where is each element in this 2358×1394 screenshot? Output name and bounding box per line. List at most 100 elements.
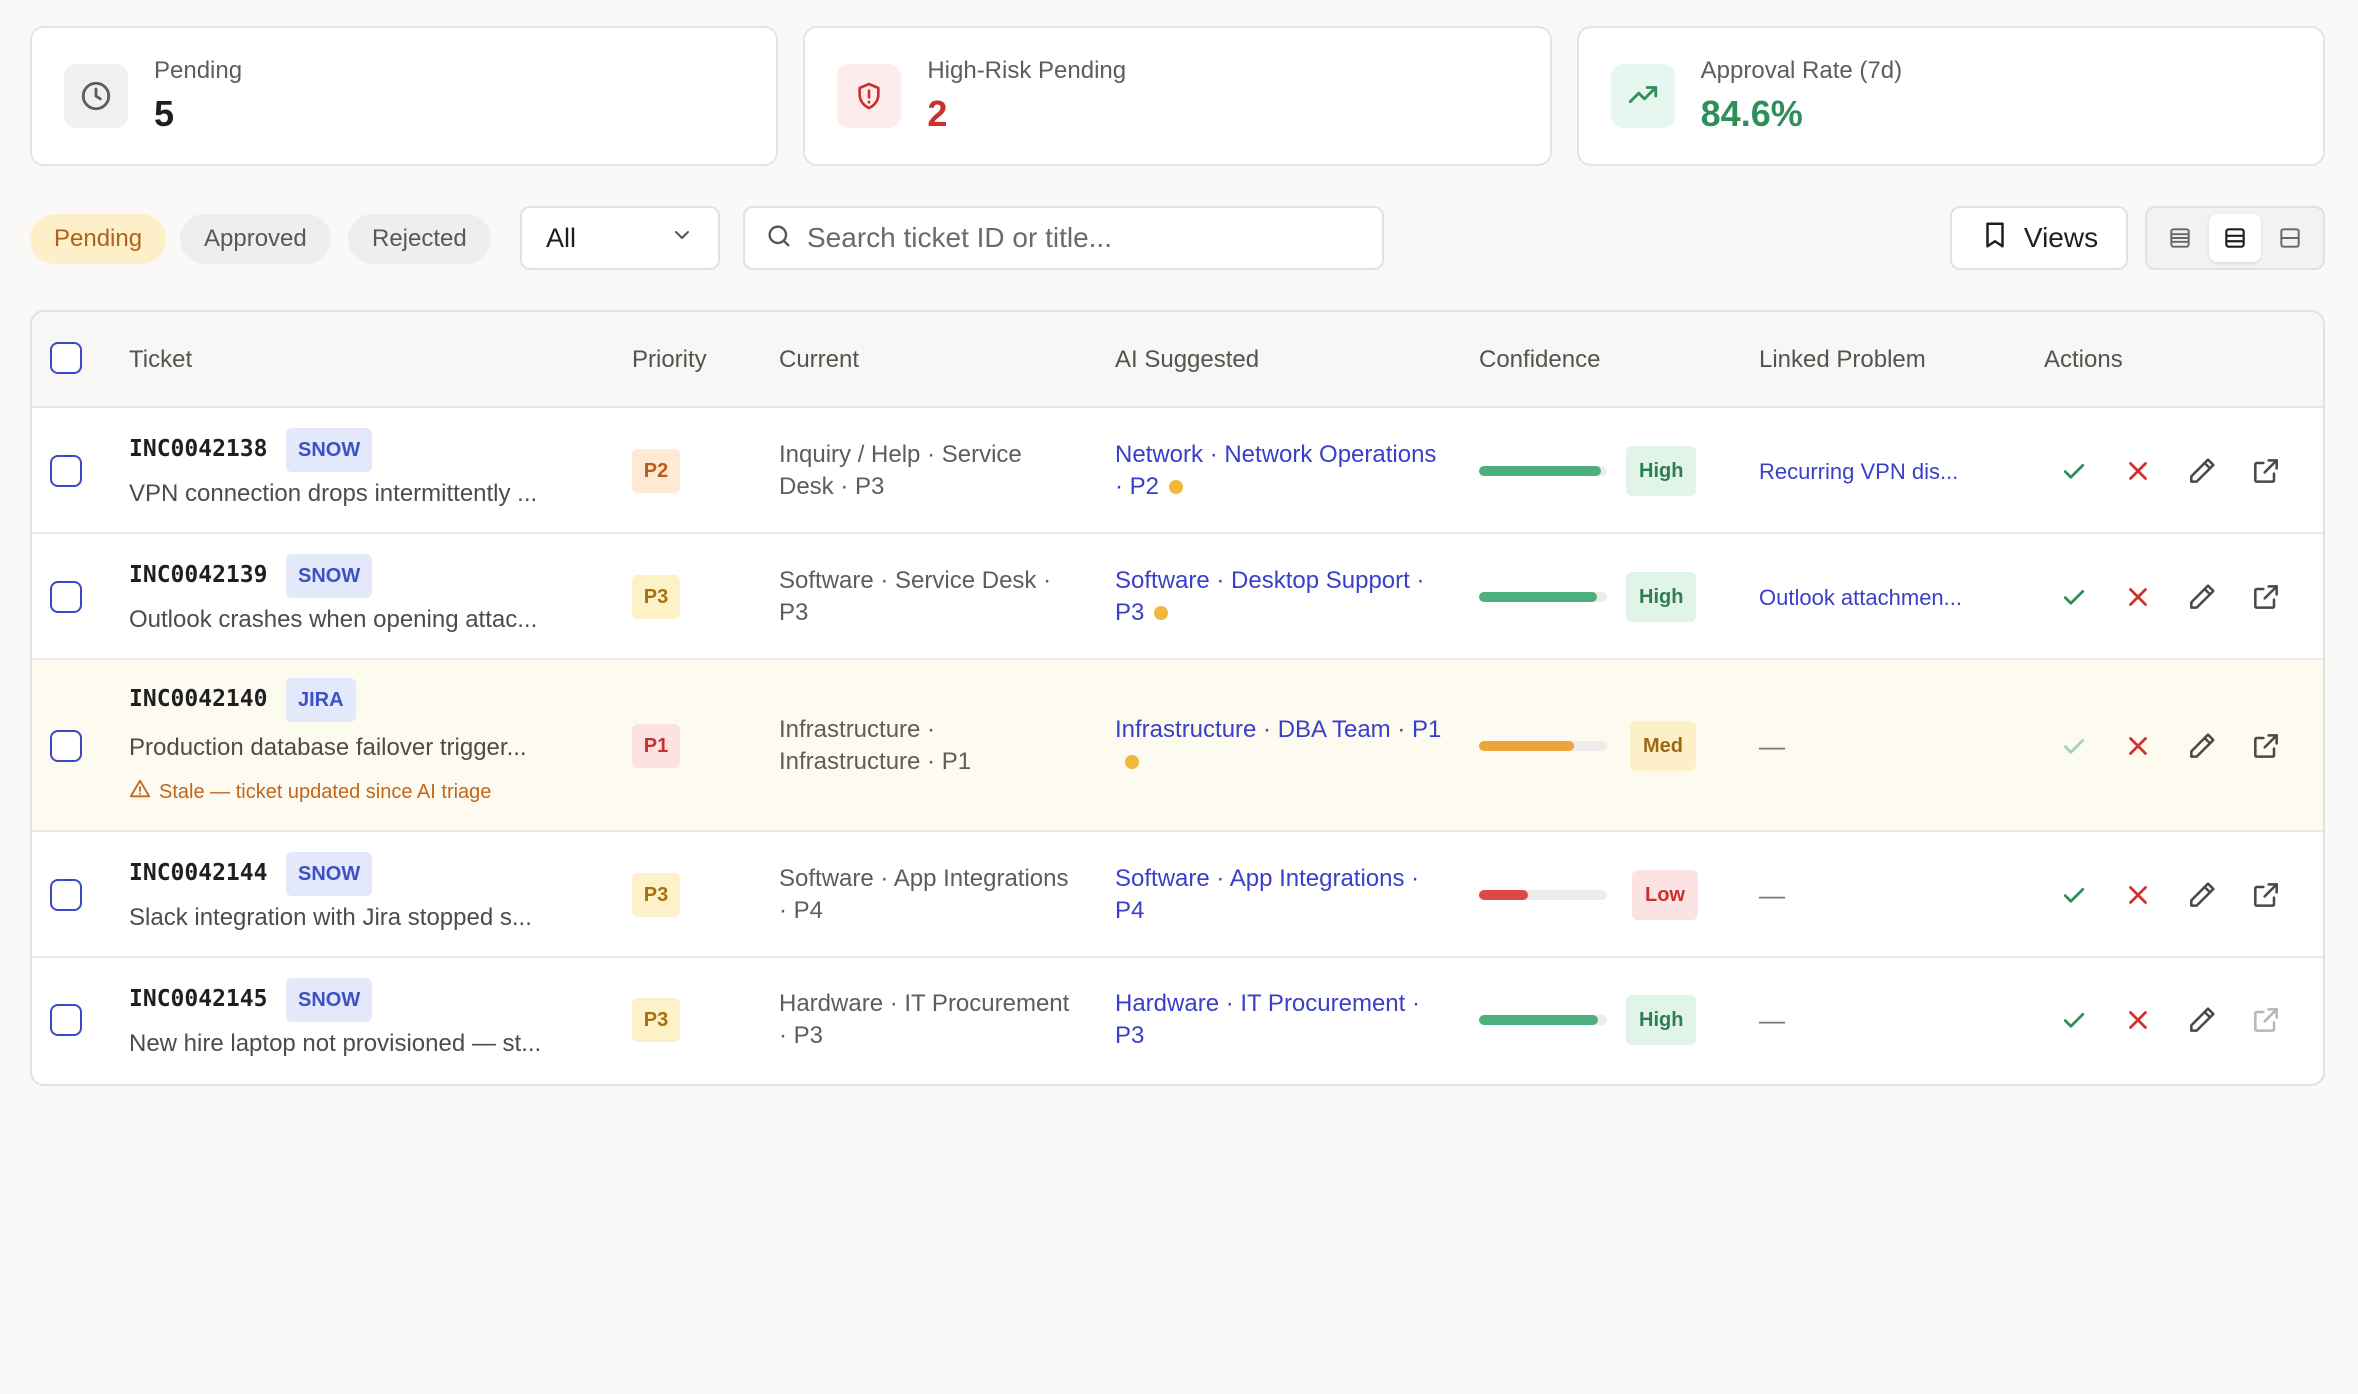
reject-x-icon[interactable] <box>2118 451 2158 491</box>
source-badge: SNOW <box>286 852 373 896</box>
reject-x-icon[interactable] <box>2118 726 2158 766</box>
source-badge: SNOW <box>286 428 373 472</box>
chevron-down-icon <box>670 223 694 254</box>
row-checkbox[interactable] <box>50 879 82 911</box>
ticket-id[interactable]: INC0042139 <box>129 562 268 588</box>
row-checkbox[interactable] <box>50 581 82 613</box>
confidence-badge: Med <box>1630 721 1696 771</box>
column-header-ticket[interactable]: Ticket <box>129 346 193 373</box>
column-header-confidence[interactable]: Confidence <box>1479 346 1601 373</box>
approve-check-icon[interactable] <box>2054 726 2094 766</box>
confidence-bar <box>1479 592 1607 602</box>
ticket-title: New hire laptop not provisioned — st... <box>129 1030 542 1057</box>
ticket-id[interactable]: INC0042144 <box>129 860 268 886</box>
bookmark-icon <box>1980 220 2010 257</box>
stale-warning: Stale — ticket updated since AI triage <box>129 778 491 806</box>
row-actions <box>2054 451 2286 491</box>
tab-pending[interactable]: Pending <box>30 214 167 264</box>
approve-check-icon[interactable] <box>2054 1000 2094 1040</box>
linked-problem-link[interactable]: Outlook attachmen... <box>1759 585 1962 610</box>
table-row[interactable]: INC0042140 JIRA Production database failov… <box>32 660 2323 832</box>
reject-x-icon[interactable] <box>2118 1000 2158 1040</box>
reject-x-icon[interactable] <box>2118 875 2158 915</box>
edit-pencil-icon[interactable] <box>2182 726 2222 766</box>
table-header: Ticket Priority Current AI Suggested Con… <box>32 312 2323 408</box>
warning-icon <box>129 778 151 806</box>
search-input[interactable] <box>807 222 1362 254</box>
column-header-ai-suggested[interactable]: AI Suggested <box>1115 346 1260 373</box>
stat-card-high-risk: High-Risk Pending 2 <box>803 26 1552 166</box>
approve-check-icon[interactable] <box>2054 451 2094 491</box>
changed-indicator-dot <box>1154 606 1169 620</box>
column-header-linked-problem[interactable]: Linked Problem <box>1759 346 1926 373</box>
confidence-badge: High <box>1626 995 1697 1045</box>
row-actions <box>2054 1000 2286 1040</box>
confidence-badge: High <box>1626 446 1697 496</box>
stat-value: 5 <box>154 93 175 134</box>
ticket-id[interactable]: INC0042138 <box>129 436 268 462</box>
column-header-current[interactable]: Current <box>779 346 860 373</box>
row-checkbox[interactable] <box>50 455 82 487</box>
open-external-icon[interactable] <box>2246 1000 2286 1040</box>
search-field[interactable] <box>743 206 1384 270</box>
confidence-badge: High <box>1626 572 1697 622</box>
ai-suggested-classification[interactable]: Hardware · IT Procurement · P3 <box>1115 988 1445 1052</box>
priority-badge: P3 <box>632 575 680 619</box>
table-body: INC0042138 SNOW VPN connection drops inter… <box>32 408 2323 1082</box>
tab-rejected[interactable]: Rejected <box>348 214 491 264</box>
priority-badge: P2 <box>632 449 680 493</box>
density-spacious-button[interactable] <box>2264 214 2316 262</box>
source-badge: SNOW <box>286 554 373 598</box>
column-header-priority[interactable]: Priority <box>632 346 707 373</box>
stat-label: Approval Rate (7d) <box>1700 57 1903 84</box>
approve-check-icon[interactable] <box>2054 875 2094 915</box>
stats-row: Pending 5 High-Risk Pending 2 Approval R… <box>30 26 2325 166</box>
row-actions <box>2054 577 2286 617</box>
linked-problem-empty: — <box>1759 1005 1785 1035</box>
row-checkbox[interactable] <box>50 730 82 762</box>
current-classification: Infrastructure · Infrastructure · P1 <box>779 716 972 775</box>
ai-suggested-classification[interactable]: Network · Network Operations · P2 <box>1115 439 1445 503</box>
approve-check-icon[interactable] <box>2054 577 2094 617</box>
ticket-title: Slack integration with Jira stopped s... <box>129 904 532 931</box>
density-compact-button[interactable] <box>2154 214 2206 262</box>
ai-suggested-classification[interactable]: Infrastructure · DBA Team · P1 <box>1115 714 1445 778</box>
ticket-id[interactable]: INC0042145 <box>129 986 268 1012</box>
ai-suggested-classification[interactable]: Software · Desktop Support · P3 <box>1115 565 1445 629</box>
ai-suggested-classification[interactable]: Software · App Integrations · P4 <box>1115 863 1445 927</box>
ai-suggested-text: Software · App Integrations · P4 <box>1115 865 1420 924</box>
confidence-bar <box>1479 741 1607 751</box>
views-button[interactable]: Views <box>1950 206 2128 270</box>
edit-pencil-icon[interactable] <box>2182 875 2222 915</box>
filter-select[interactable]: All <box>520 206 720 270</box>
current-classification: Inquiry / Help · Service Desk · P3 <box>779 441 1022 500</box>
density-comfortable-button[interactable] <box>2208 214 2261 262</box>
ticket-title: Production database failover trigger... <box>129 734 527 761</box>
table-row[interactable]: INC0042145 SNOW New hire laptop not provis… <box>32 958 2323 1082</box>
trending-up-icon <box>1610 64 1675 128</box>
stat-card-pending: Pending 5 <box>30 26 779 166</box>
edit-pencil-icon[interactable] <box>2182 1000 2222 1040</box>
open-external-icon[interactable] <box>2246 726 2286 766</box>
reject-x-icon[interactable] <box>2118 577 2158 617</box>
row-actions <box>2054 875 2286 915</box>
open-external-icon[interactable] <box>2246 577 2286 617</box>
open-external-icon[interactable] <box>2246 451 2286 491</box>
edit-pencil-icon[interactable] <box>2182 451 2222 491</box>
open-external-icon[interactable] <box>2246 875 2286 915</box>
confidence-bar-fill <box>1479 592 1597 602</box>
ticket-title: Outlook crashes when opening attac... <box>129 606 538 633</box>
table-row[interactable]: INC0042144 SNOW Slack integration with Jir… <box>32 832 2323 958</box>
tab-approved[interactable]: Approved <box>180 214 331 264</box>
ticket-id[interactable]: INC0042140 <box>129 686 268 712</box>
edit-pencil-icon[interactable] <box>2182 577 2222 617</box>
table-row[interactable]: INC0042138 SNOW VPN connection drops inter… <box>32 408 2323 534</box>
ai-suggested-text: Software · Desktop Support · P3 <box>1115 567 1425 626</box>
select-all-checkbox[interactable] <box>50 342 82 374</box>
linked-problem-empty: — <box>1759 731 1785 761</box>
row-checkbox[interactable] <box>50 1004 82 1036</box>
table-row[interactable]: INC0042139 SNOW Outlook crashes when openi… <box>32 534 2323 660</box>
linked-problem-link[interactable]: Recurring VPN dis... <box>1759 459 1959 484</box>
shield-alert-icon <box>837 64 902 128</box>
filter-select-value: All <box>546 222 577 253</box>
